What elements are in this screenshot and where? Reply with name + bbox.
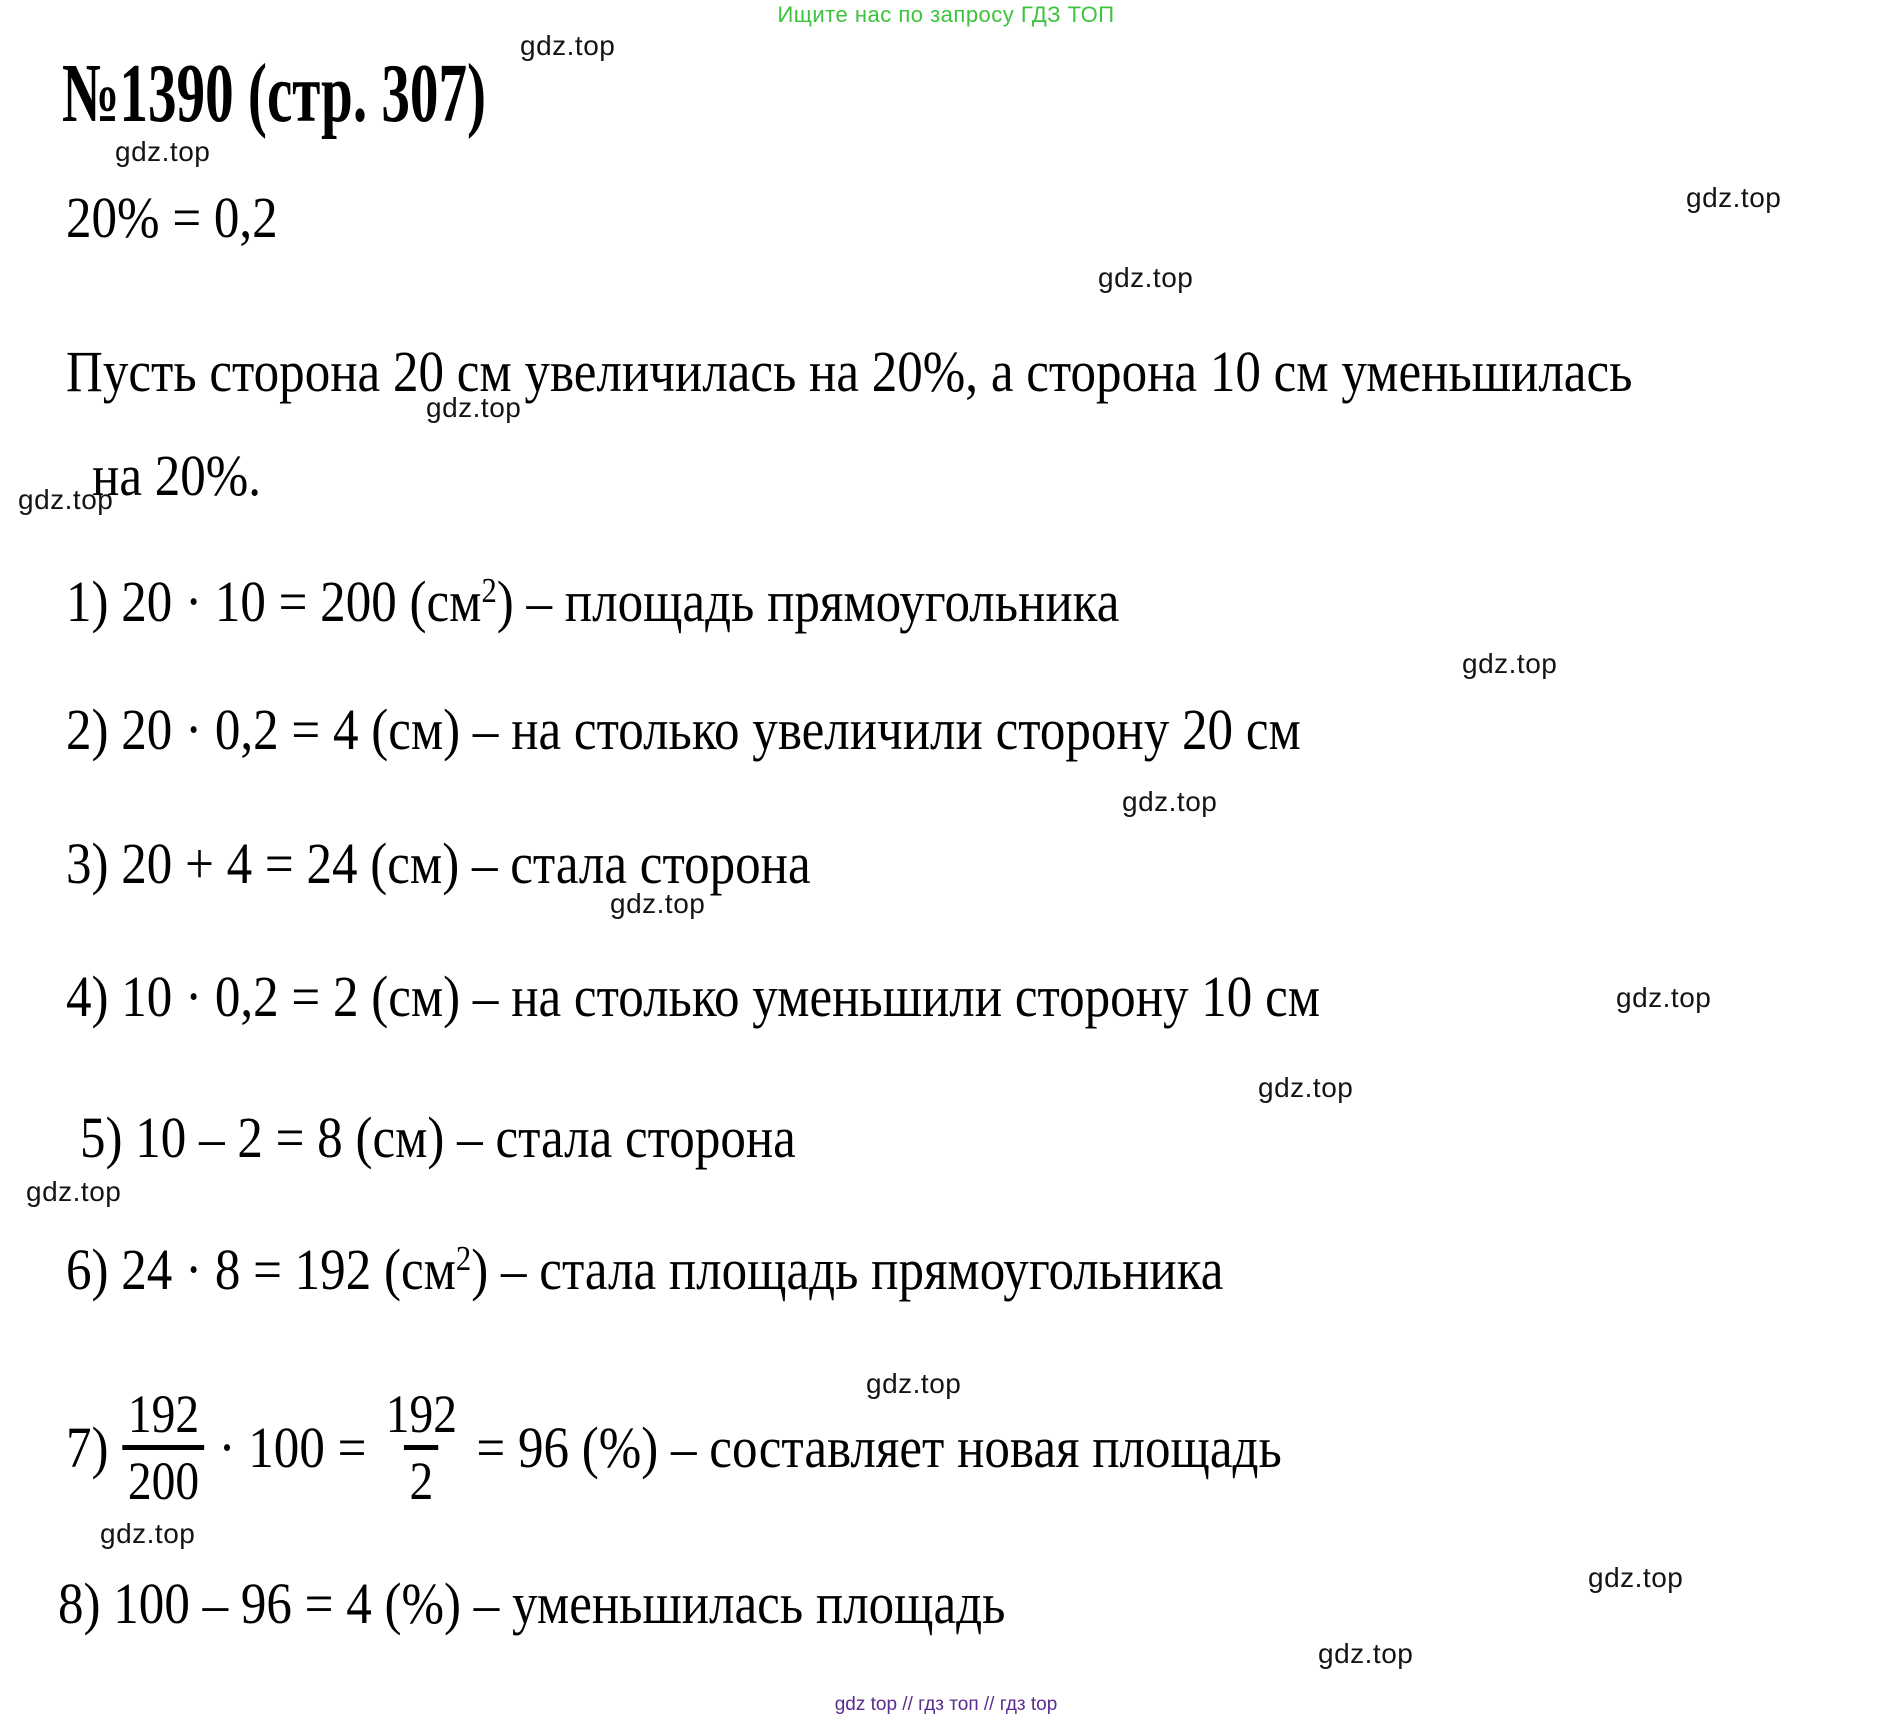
percent-conversion: 20% = 0,2 bbox=[66, 185, 278, 250]
fraction-numerator: 192 bbox=[385, 1384, 458, 1444]
promo-banner: Ищите нас по запросу ГДЗ ТОП bbox=[777, 2, 1115, 27]
solution-step-6: 6) 24 · 8 = 192 (см2) – стала площадь пр… bbox=[66, 1238, 1223, 1302]
step-7-middle: · 100 = bbox=[218, 1415, 367, 1481]
fraction-192-over-2: 192 2 bbox=[380, 1385, 462, 1511]
gdz-watermark: gdz.top bbox=[1122, 786, 1218, 817]
step-1-tail: ) – площадь прямоугольника bbox=[496, 569, 1120, 634]
solution-step-5: 5) 10 – 2 = 8 (см) – стала сторона bbox=[80, 1105, 796, 1170]
fraction-denominator: 200 bbox=[122, 1445, 205, 1511]
step-7-tail: = 96 (%) – составляет новая площадь bbox=[476, 1415, 1282, 1481]
solution-step-7: 7) 192 200 · 100 = 192 2 = 96 (%) – сост… bbox=[66, 1385, 1282, 1511]
footer-watermark: gdz top // гдз топ // гдз top bbox=[834, 1694, 1058, 1715]
solution-step-1: 1) 20 · 10 = 200 (см2) – площадь прямоуг… bbox=[66, 570, 1119, 634]
step-1-exponent: 2 bbox=[481, 570, 497, 610]
step-6-tail: ) – стала площадь прямоугольника bbox=[471, 1237, 1224, 1302]
gdz-watermark: gdz.top bbox=[426, 392, 522, 423]
fraction-192-over-200: 192 200 bbox=[122, 1384, 205, 1511]
gdz-watermark: gdz.top bbox=[1686, 182, 1782, 213]
fraction-denominator: 2 bbox=[404, 1445, 439, 1511]
solution-step-8: 8) 100 – 96 = 4 (%) – уменьшилась площад… bbox=[58, 1571, 1006, 1636]
fraction-numerator: 192 bbox=[127, 1384, 200, 1444]
gdz-watermark: gdz.top bbox=[1588, 1562, 1684, 1593]
step-6-exponent: 2 bbox=[455, 1238, 472, 1278]
solution-step-3: 3) 20 + 4 = 24 (см) – стала сторона bbox=[66, 831, 811, 896]
step-1-text: 1) 20 · 10 = 200 (см bbox=[66, 569, 482, 634]
gdz-watermark: gdz.top bbox=[610, 888, 706, 919]
gdz-watermark: gdz.top bbox=[1258, 1072, 1354, 1103]
gdz-watermark: gdz.top bbox=[26, 1176, 122, 1207]
gdz-watermark: gdz.top bbox=[1616, 982, 1712, 1013]
problem-statement-line-1: Пусть сторона 20 см увеличилась на 20%, … bbox=[66, 339, 1633, 404]
problem-statement-line-2: на 20%. bbox=[92, 443, 262, 508]
gdz-watermark: gdz.top bbox=[1318, 1638, 1414, 1669]
gdz-watermark: gdz.top bbox=[100, 1518, 196, 1549]
step-6-text: 6) 24 · 8 = 192 (см bbox=[66, 1237, 456, 1302]
gdz-watermark: gdz.top bbox=[115, 136, 211, 167]
gdz-watermark: gdz.top bbox=[866, 1368, 962, 1399]
page-title: №1390 (стр. 307) bbox=[62, 47, 487, 140]
gdz-watermark: gdz.top bbox=[1098, 262, 1194, 293]
step-7-label: 7) bbox=[66, 1415, 109, 1481]
solution-step-2: 2) 20 · 0,2 = 4 (см) – на столько увелич… bbox=[66, 697, 1301, 762]
gdz-watermark: gdz.top bbox=[18, 484, 114, 515]
gdz-watermark: gdz.top bbox=[1462, 648, 1558, 679]
solution-step-4: 4) 10 · 0,2 = 2 (см) – на столько уменьш… bbox=[66, 964, 1321, 1029]
gdz-watermark: gdz.top bbox=[520, 30, 616, 61]
